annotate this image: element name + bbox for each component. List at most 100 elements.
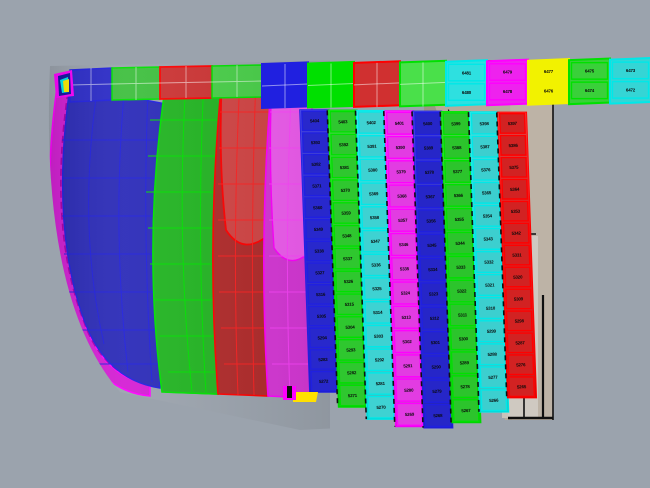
mesh-element-cell[interactable] [570, 61, 609, 80]
mesh-element-cell[interactable] [338, 384, 367, 407]
element-id-label: 5398 [479, 121, 489, 126]
mesh-element-cell[interactable] [390, 257, 419, 281]
mesh-element-cell[interactable] [501, 200, 529, 222]
mesh-element-cell[interactable] [488, 82, 527, 101]
mesh-element-cell[interactable] [506, 332, 534, 354]
mesh-element-cell[interactable] [334, 247, 362, 270]
element-id-label: 5281 [376, 381, 386, 386]
bottom-accents [283, 386, 318, 402]
mesh-element-cell[interactable] [471, 135, 499, 158]
mesh-element-cell[interactable] [611, 61, 650, 80]
mesh-element-cell[interactable] [364, 300, 392, 324]
element-id-label: 5389 [424, 145, 434, 150]
mesh-element-cell[interactable] [473, 204, 501, 227]
element-id-label: 5402 [366, 120, 376, 125]
mesh-element-cell[interactable] [446, 231, 474, 255]
mesh-element-cell[interactable] [500, 156, 528, 178]
element-id-label: 5291 [403, 363, 413, 368]
mesh-element-cell[interactable] [305, 240, 333, 262]
mesh-element-cell[interactable] [337, 338, 365, 361]
mesh-element-cell[interactable] [503, 244, 531, 266]
mesh-element-cell[interactable] [480, 389, 508, 412]
element-id-label: 5279 [432, 389, 442, 394]
mesh-element-cell[interactable] [504, 266, 532, 288]
element-id-label: 5283 [318, 357, 328, 362]
mesh-element-cell[interactable] [424, 403, 452, 428]
mesh-element-cell[interactable] [611, 80, 650, 99]
element-id-label: 5336 [371, 262, 381, 267]
element-id-label: 5310 [486, 306, 496, 311]
mesh-element-cell[interactable] [529, 81, 568, 100]
mesh-element-cell[interactable] [365, 348, 394, 372]
mesh-element-cell[interactable] [449, 303, 477, 327]
mesh-element-cell[interactable] [508, 376, 536, 398]
element-id-label: 5338 [314, 248, 324, 253]
strip-red-2[interactable]: 5397 5386 5375 5364 5353 5342 5331 5320 5309 5298… [495, 111, 538, 399]
element-id-label: 5357 [398, 218, 408, 223]
strip-blue-2[interactable]: 5404 5393 5382 5371 5360 5349 5338 5327 5316 5305… [299, 109, 340, 393]
mesh-element-cell[interactable] [479, 366, 507, 389]
mesh-element-cell[interactable] [416, 184, 444, 209]
mesh-element-cell[interactable] [507, 354, 535, 376]
mesh-element-cell[interactable] [396, 402, 424, 426]
mesh-element-cell[interactable] [387, 160, 415, 184]
mesh-element-cell[interactable] [330, 133, 358, 156]
mesh-element-cell[interactable] [505, 310, 533, 332]
mesh-element-cell[interactable] [307, 305, 335, 327]
mesh-element-cell[interactable] [359, 158, 387, 182]
mesh-element-cell[interactable] [422, 355, 450, 379]
strip-magenta-3[interactable]: 5401 5390 5379 5368 5357 5346 5335 5324 5313 5302… [382, 110, 426, 428]
element-id-label: 5377 [453, 169, 463, 174]
element-id-label: 5287 [515, 340, 525, 345]
mesh-element-cell[interactable] [304, 197, 332, 218]
mesh-element-cell[interactable] [309, 349, 337, 370]
element-id-label: 5381 [340, 165, 350, 170]
mesh-element-cell[interactable] [570, 81, 609, 100]
mesh-element-cell[interactable] [419, 257, 447, 282]
left-curved-mesh[interactable] [40, 58, 330, 438]
element-id-label: 5315 [345, 302, 355, 307]
strip-blue-3[interactable]: 5400 5389 5378 5367 5356 5345 5334 5323 5312 5301… [411, 110, 454, 429]
element-id-label: 5270 [376, 405, 386, 410]
mesh-element-cell[interactable] [415, 160, 443, 184]
top-band-cell-grid [307, 63, 355, 108]
mesh-element-cell[interactable] [388, 184, 416, 208]
mesh-element-cell[interactable] [335, 293, 363, 316]
element-id-label: 5344 [455, 241, 465, 246]
mesh-element-cell[interactable] [444, 160, 472, 183]
element-id-label: 6474 [585, 88, 595, 93]
element-id-label: 5337 [343, 256, 353, 261]
element-id-label: 5355 [455, 217, 465, 222]
mesh-element-cell[interactable] [477, 297, 505, 320]
mesh-element-cell[interactable] [529, 62, 568, 81]
mesh-element-cell[interactable] [451, 375, 479, 399]
element-id-label: 5393 [311, 140, 321, 145]
mesh-element-cell[interactable] [505, 288, 533, 310]
element-id-label: 6479 [503, 70, 513, 75]
mesh-element-cell[interactable] [361, 229, 389, 253]
mesh-element-cell[interactable] [475, 250, 503, 273]
mesh-element-cell[interactable] [447, 83, 486, 102]
mesh-element-cell[interactable] [501, 178, 529, 200]
strip-green-3[interactable]: 5399 5388 5377 5366 5355 5344 5333 5322 5311 5300… [439, 110, 482, 424]
mesh-element-cell[interactable] [498, 112, 526, 134]
mesh-element-cell[interactable] [502, 222, 530, 244]
mesh-element-cell[interactable] [421, 330, 449, 355]
mesh-element-cell[interactable] [331, 179, 359, 202]
mesh-element-cell[interactable] [447, 63, 486, 82]
element-id-label: 6481 [462, 70, 472, 75]
mesh-element-cell[interactable] [301, 132, 329, 153]
mesh-element-cell[interactable] [499, 134, 527, 156]
top-edge-element-row[interactable]: 6481 6480 6479 6478 6477 6476 6475 6474 6473 6472 [261, 57, 650, 110]
mesh-element-cell[interactable] [488, 63, 527, 81]
element-id-label: 5369 [369, 191, 379, 196]
element-id-label: 6473 [626, 68, 636, 73]
strip-cyan-1[interactable]: 5402 5391 5380 5369 5358 5347 5336 5325 5314 5303… [354, 109, 397, 420]
mesh-element-cell[interactable] [363, 277, 391, 300]
mesh-element-cell[interactable] [452, 399, 480, 422]
mesh-element-cell[interactable] [393, 329, 421, 354]
labelled-strip-columns[interactable]: 5404 5393 5382 5371 5360 5349 5338 5327 5316 5305… [299, 109, 538, 429]
element-id-label: 5380 [368, 167, 378, 172]
